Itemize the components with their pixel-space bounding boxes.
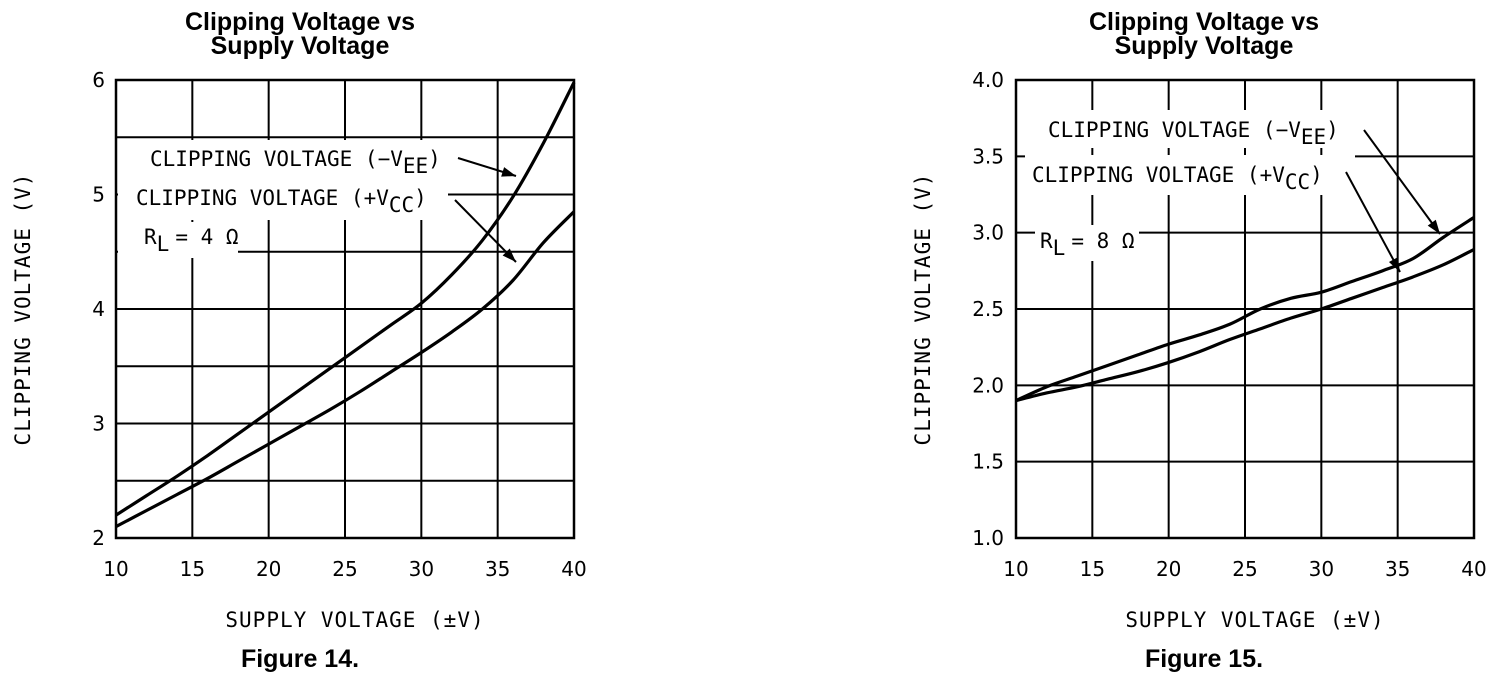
x-axis-title: SUPPLY VOLTAGE (±V): [225, 608, 484, 632]
y-tick-label: 2.0: [972, 373, 1004, 397]
x-tick-label: 20: [256, 557, 281, 581]
x-tick-label: 10: [1003, 557, 1028, 581]
annotation-arrowhead: [502, 248, 516, 262]
label-background: [118, 222, 238, 258]
label-background: [1025, 155, 1355, 195]
load-resistance-symbol: R: [144, 225, 157, 249]
annotation-arrow-line: [1363, 129, 1441, 235]
series-label-neg-vee: CLIPPING VOLTAGE (−VEE): [1048, 118, 1339, 149]
chart-plot-svg: 10 15 20 25 30 35 40 2 3 4 5 6 SUPPLY VOLTAGE (±V) CL…: [11, 68, 587, 632]
y-tick-label: 1.0: [972, 526, 1004, 550]
y-tick-label: 6: [92, 68, 105, 92]
series-label-pos-vcc-main: CLIPPING VOLTAGE (+V: [136, 186, 389, 210]
annotation-arrowhead: [1388, 257, 1400, 272]
x-tick-label: 40: [1461, 557, 1486, 581]
load-resistance-symbol: R: [1040, 229, 1053, 253]
plot-frame: [114, 78, 576, 540]
y-axis-title: CLIPPING VOLTAGE (V): [911, 173, 935, 446]
series-label-pos-vcc-sub: CC: [389, 193, 414, 217]
chart-title: Clipping Voltage vs Supply Voltage: [900, 8, 1508, 60]
x-tick-label: 40: [561, 557, 586, 581]
series-label-neg-vee-sub: EE: [1301, 125, 1326, 149]
series-label-pos-vcc-main: CLIPPING VOLTAGE (+V: [1032, 163, 1285, 187]
gridlines: [1015, 79, 1475, 539]
y-axis-title: CLIPPING VOLTAGE (V): [11, 173, 35, 446]
x-tick-label: 25: [332, 557, 357, 581]
series-label-pos-vcc: CLIPPING VOLTAGE (+VCC): [136, 186, 427, 217]
chart-title-line-2: Supply Voltage: [1114, 32, 1294, 60]
label-background: [1040, 110, 1376, 148]
y-tick-label: 2: [92, 526, 105, 550]
label-background: [118, 180, 448, 220]
load-resistance-subscript: L: [157, 232, 170, 256]
series-label-neg-vee-sub: EE: [403, 154, 428, 178]
x-axis-title: SUPPLY VOLTAGE (±V): [1125, 608, 1384, 632]
figure-caption: Figure 15.: [1144, 645, 1264, 673]
series-label-pos-vcc-sub: CC: [1285, 170, 1310, 194]
x-tick-label: 10: [103, 557, 128, 581]
load-resistance-annotation: RL = 4 Ω: [144, 225, 239, 256]
figure-caption: Figure 14.: [240, 645, 360, 673]
x-tick-label: 20: [1156, 557, 1181, 581]
chart-title-line-1: Clipping Voltage vs: [1088, 8, 1320, 36]
chart-title: Clipping Voltage vs Supply Voltage: [0, 8, 600, 60]
annotation-arrowhead: [501, 167, 516, 177]
series-line-pos-vcc: [1015, 248, 1475, 403]
load-resistance-value: = 4 Ω: [175, 225, 238, 249]
annotation-arrowhead: [1427, 219, 1440, 234]
plot-frame: [1014, 78, 1476, 540]
annotation-arrow-line: [454, 199, 517, 263]
annotation-arrow-line: [1345, 171, 1401, 273]
y-tick-label: 3.5: [972, 144, 1004, 168]
series-label-neg-vee-main: CLIPPING VOLTAGE (−V: [150, 147, 403, 171]
y-tick-label: 3: [92, 412, 105, 436]
x-tick-label: 15: [180, 557, 205, 581]
series-label-pos-vcc-close: ): [1310, 163, 1323, 187]
load-resistance-value: = 8 Ω: [1071, 229, 1134, 253]
series-label-pos-vcc-close: ): [414, 186, 427, 210]
y-tick-label: 3.0: [972, 221, 1004, 245]
x-tick-label: 30: [1309, 557, 1334, 581]
x-tick-label: 25: [1232, 557, 1257, 581]
series-label-neg-vee-main: CLIPPING VOLTAGE (−V: [1048, 118, 1301, 142]
label-background: [1035, 225, 1139, 261]
series-label-neg-vee-close: ): [428, 147, 441, 171]
y-tick-label: 4.0: [972, 68, 1004, 92]
y-tick-label: 1.5: [972, 450, 1004, 474]
series-line-neg-vee: [115, 81, 576, 517]
chart-plot-svg: 10 15 20 25 30 35 40 1.0 1.5 2.0 2.5 3.0 3.5 4.0 SUPPL…: [911, 68, 1487, 632]
x-tick-label: 30: [409, 557, 434, 581]
series-label-neg-vee-close: ): [1326, 118, 1339, 142]
label-background: [118, 140, 458, 180]
chart-title-line-1: Clipping Voltage vs: [184, 8, 416, 36]
chart-title-line-2: Supply Voltage: [210, 32, 390, 60]
load-resistance-subscript: L: [1053, 236, 1066, 260]
chart-figure-15: Clipping Voltage vs Supply Voltage 10 15 2…: [900, 0, 1508, 684]
y-tick-label: 2.5: [972, 297, 1004, 321]
y-tick-label: 4: [92, 297, 105, 321]
y-tick-label: 5: [92, 183, 105, 207]
x-tick-label: 15: [1080, 557, 1105, 581]
x-tick-label: 35: [1385, 557, 1410, 581]
series-label-pos-vcc: CLIPPING VOLTAGE (+VCC): [1032, 163, 1323, 194]
series-line-pos-vcc: [115, 210, 576, 528]
series-label-neg-vee: CLIPPING VOLTAGE (−VEE): [150, 147, 441, 178]
chart-figure-14: Clipping Voltage vs Supply Voltage 10 15 2…: [0, 0, 600, 684]
load-resistance-annotation: RL = 8 Ω: [1040, 229, 1135, 260]
x-tick-label: 35: [485, 557, 510, 581]
